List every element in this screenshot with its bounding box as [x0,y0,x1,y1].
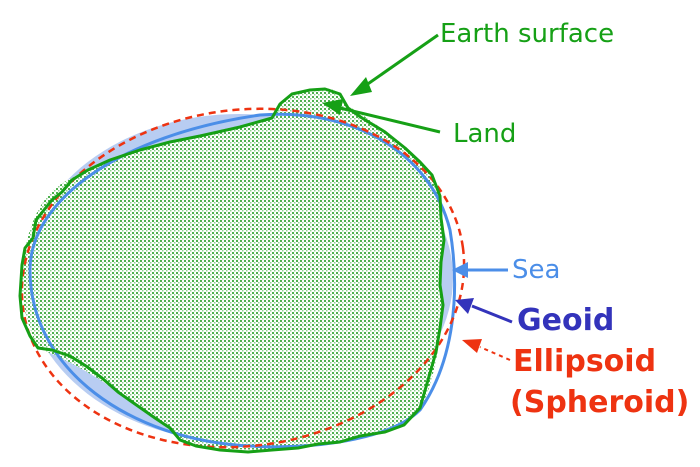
earth-surface-outline [18,87,446,454]
geoid-label: Geoid [517,303,615,338]
ellipsoid-outline [20,107,466,449]
earth-surface-label: Earth surface [440,19,615,49]
ellipsoid-pointer [462,339,511,361]
geoid-pointer [455,298,513,324]
earth-surface-pointer [350,33,439,96]
land-label: Land [453,119,517,149]
geoid-outline [28,112,457,449]
land-fill [21,88,443,450]
sea-label: Sea [512,255,561,285]
ellipsoid-label: Ellipsoid [513,344,657,379]
sea-pointer [452,262,508,278]
spheroid-label: (Spheroid) [510,385,690,420]
land-pointer [322,99,441,134]
